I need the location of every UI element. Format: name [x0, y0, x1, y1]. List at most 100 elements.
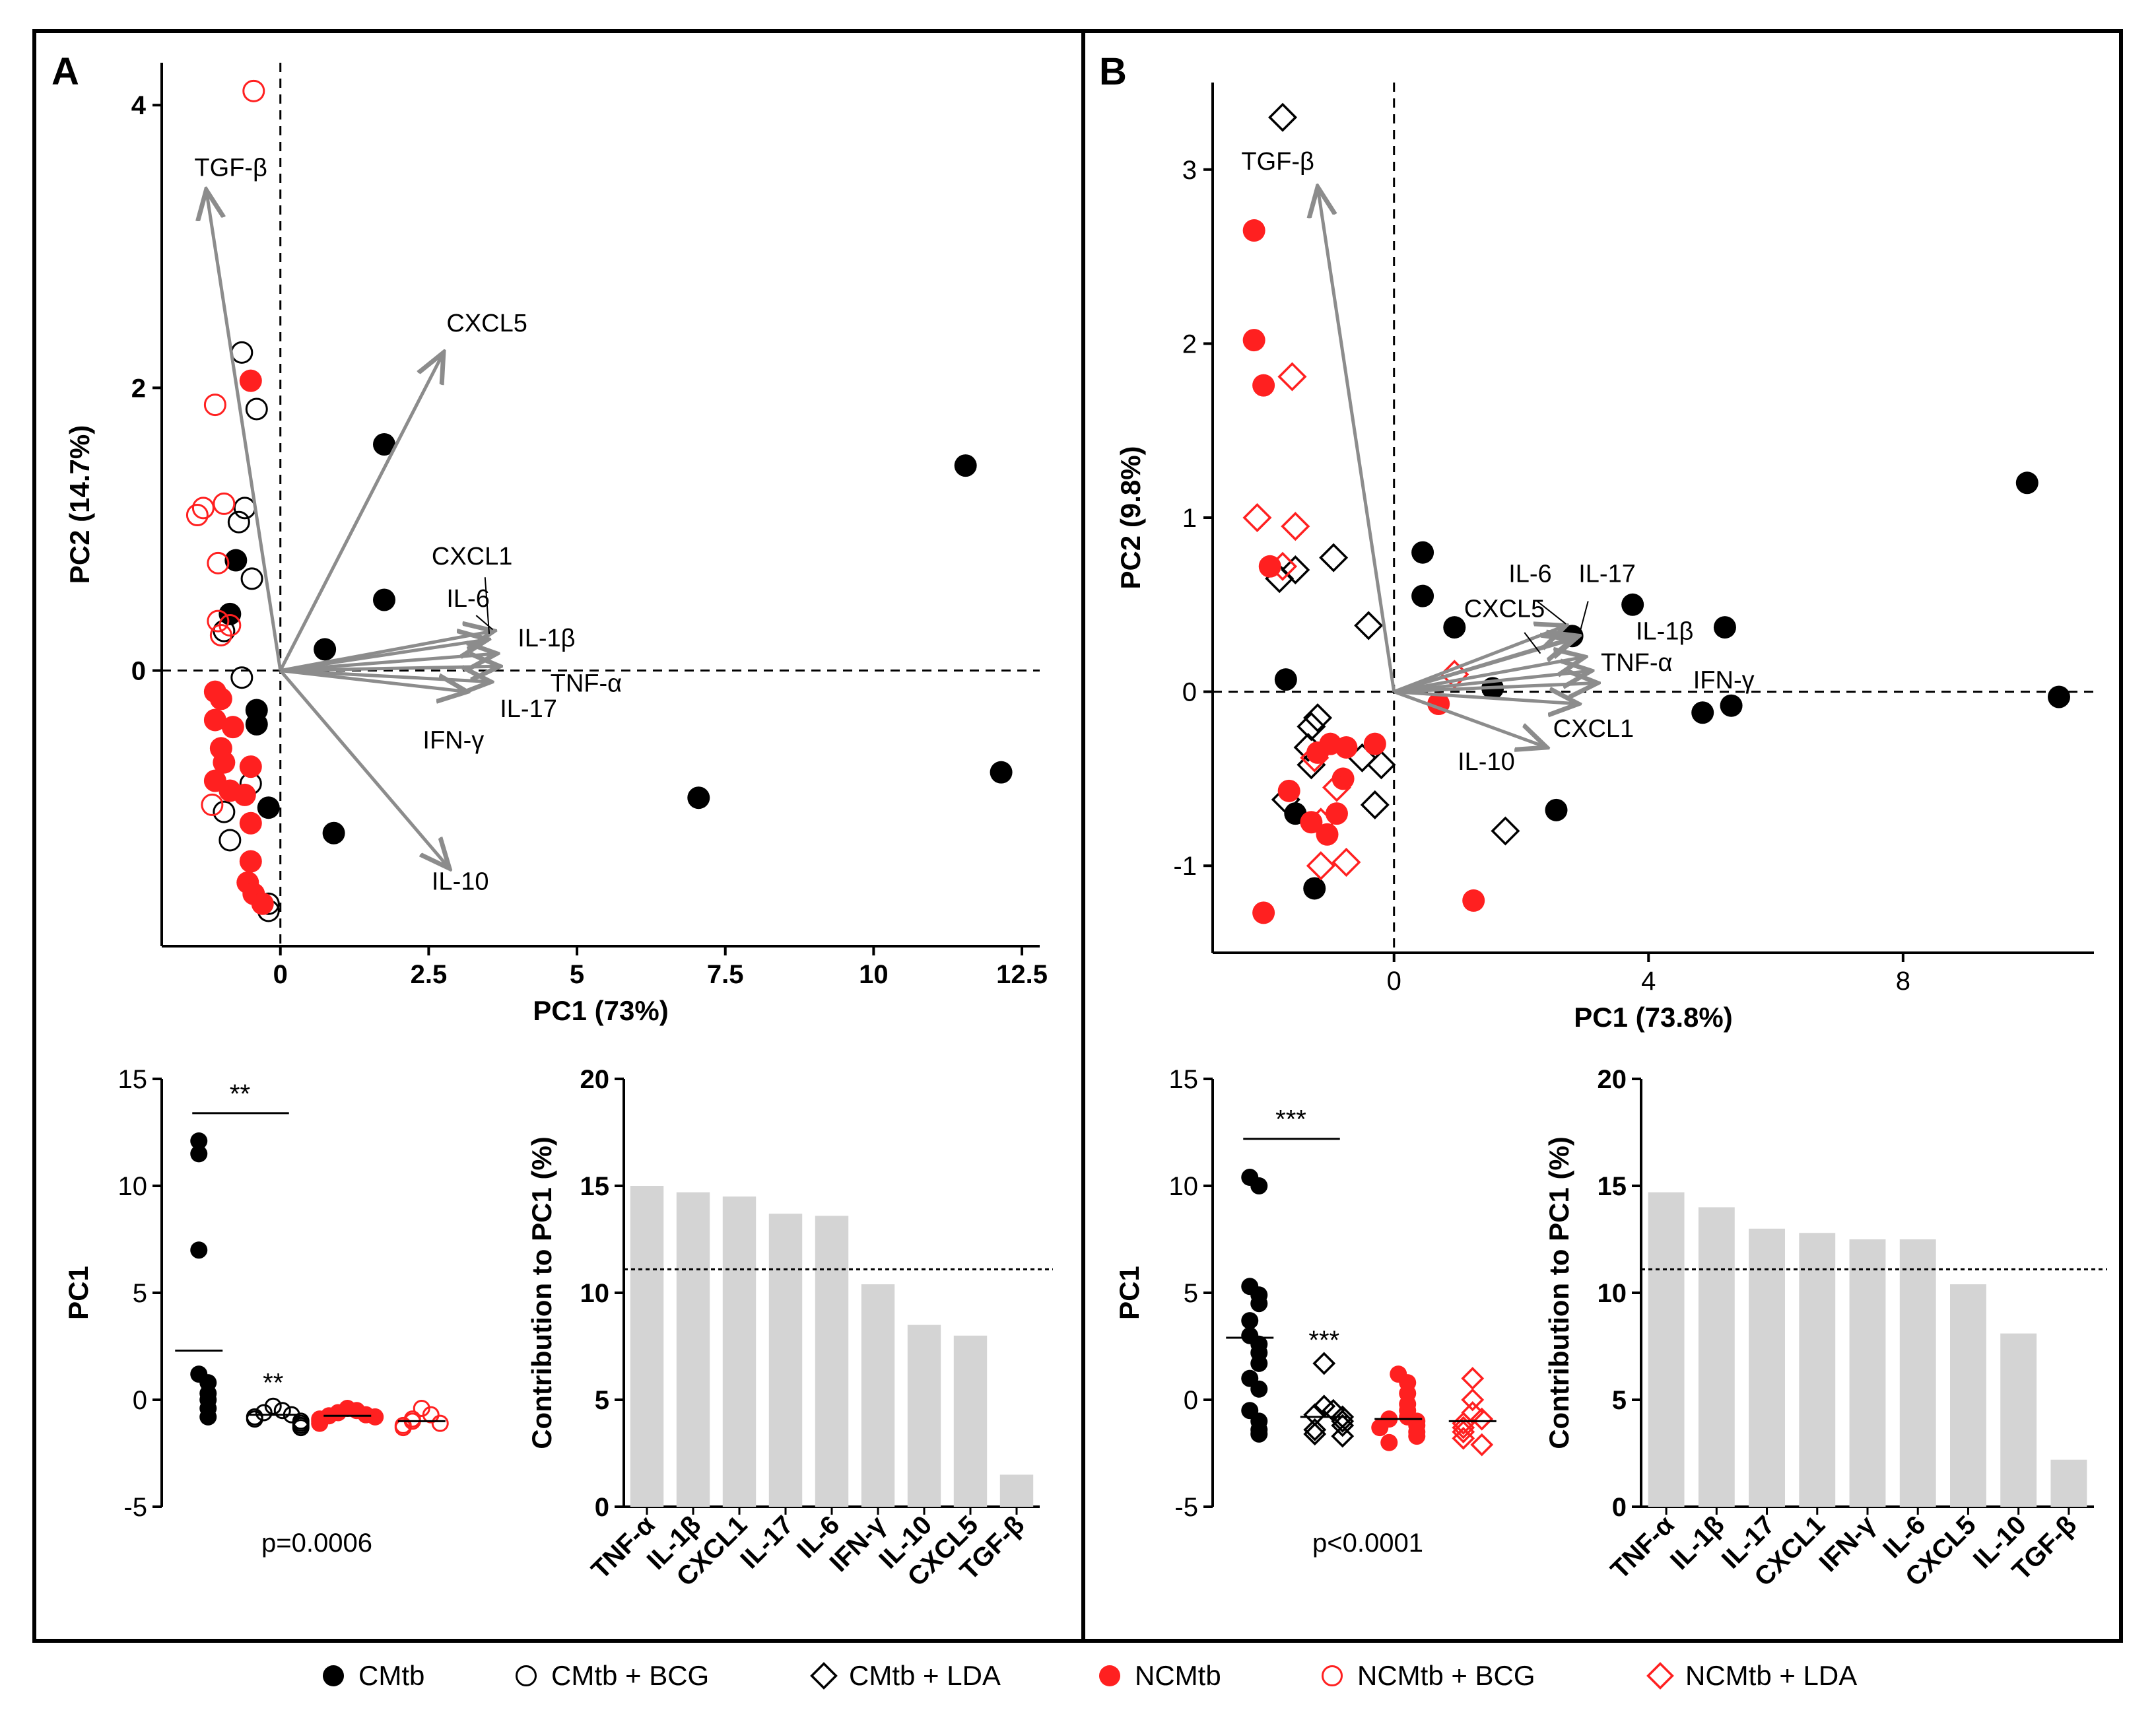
data-point-ncmtb-bcg — [185, 504, 209, 527]
y-tick-label: 1 — [1182, 504, 1197, 533]
y-tick-label: 20 — [580, 1065, 610, 1094]
pc1-point-ncmtb-lda — [1470, 1407, 1494, 1431]
y-tick-label: -5 — [1174, 1493, 1198, 1522]
pc1-point-ncmtb-bcg — [394, 1419, 412, 1437]
y-tick-label: 0 — [595, 1493, 609, 1522]
data-point-cmtb — [257, 796, 280, 819]
data-point-ncmtb-lda — [1281, 512, 1310, 541]
data-point-cmtb-lda — [1297, 712, 1326, 741]
data-point-ncmtb — [1462, 889, 1485, 912]
pc1-point-cmtb — [1250, 1425, 1268, 1443]
x-tick-label: 8 — [1896, 967, 1910, 996]
data-point-cmtb — [1545, 798, 1568, 821]
x-axis-title: PC1 (73.8%) — [1574, 1002, 1732, 1033]
y-axis-title: PC1 — [1114, 1266, 1145, 1320]
pc1-point-cmtb — [1250, 1380, 1268, 1398]
y-axis-title: Contribution to PC1 (%) — [1543, 1136, 1574, 1449]
bar-cxcl1 — [722, 1196, 757, 1507]
bar-il-10 — [907, 1325, 941, 1507]
data-point-cmtb-lda — [1268, 102, 1298, 132]
data-point-ncmtb — [251, 892, 274, 915]
data-point-cmtb — [372, 588, 395, 611]
pc1-point-cmtb — [190, 1241, 208, 1259]
loading-vector-il-17 — [280, 671, 491, 682]
x-tick-label: 7.5 — [707, 960, 744, 989]
loading-vector-il-10 — [1393, 690, 1547, 747]
y-tick-label: 5 — [133, 1279, 147, 1308]
data-point-ncmtb — [1331, 767, 1355, 790]
y-axis-title: PC2 (9.8%) — [1115, 446, 1146, 589]
pc1-point-ncmtb-bcg — [422, 1406, 440, 1424]
vector-label: IL-6 — [1508, 561, 1551, 588]
pc1-point-ncmtb-bcg — [431, 1414, 449, 1432]
pc1-point-cmtb-bcg — [273, 1402, 291, 1420]
pc1-point-cmtb-lda — [1331, 1414, 1355, 1437]
vector-label: TNF-α — [1601, 649, 1673, 677]
pc1-point-cmtb — [1250, 1354, 1268, 1372]
bar-ifn — [861, 1284, 895, 1507]
vector-label: TNF-α — [551, 670, 623, 698]
data-point-cmtb-lda — [1354, 611, 1384, 640]
panel-b-frame — [1081, 29, 2123, 1643]
y-tick-label: 10 — [1598, 1279, 1627, 1308]
vector-label: IL-17 — [500, 695, 557, 723]
x-tick-label: 5 — [570, 960, 584, 989]
data-point-cmtb-bcg — [233, 497, 256, 520]
y-tick-label: 15 — [118, 1065, 148, 1094]
bar-il-6 — [815, 1216, 849, 1507]
y-tick-label: 15 — [1169, 1065, 1199, 1094]
vector-label: IL-10 — [1458, 748, 1515, 776]
label-leader-line — [1524, 632, 1541, 654]
p-value: p<0.0001 — [1312, 1529, 1423, 1558]
pc1-point-cmtb-lda — [1303, 1418, 1327, 1441]
pc1-point-ncmtb-lda — [1461, 1367, 1485, 1391]
vector-label: CXCL1 — [1553, 715, 1634, 743]
legend-label: CMtb + BCG — [551, 1660, 709, 1691]
pc1-point-ncmtb-lda — [1452, 1426, 1475, 1450]
pc1-point-ncmtb — [1371, 1419, 1389, 1437]
category-label: IL-17 — [735, 1510, 799, 1574]
data-point-ncmtb-lda — [1242, 502, 1272, 533]
data-point-cmtb-bcg — [230, 341, 253, 364]
y-tick-label: 2 — [1182, 329, 1197, 359]
data-point-ncmtb-bcg — [201, 793, 224, 816]
category-label: IL-1β — [1665, 1510, 1730, 1575]
x-tick-label: 0 — [273, 960, 288, 989]
data-point-ncmtb — [239, 850, 262, 873]
data-point-ncmtb — [213, 751, 236, 774]
bar-il-6 — [1899, 1239, 1936, 1507]
x-tick-label: 10 — [859, 960, 889, 989]
data-point-ncmtb-bcg — [203, 394, 226, 417]
data-point-ncmtb — [1277, 779, 1300, 802]
panel-b-pc1-scatter: -5 0 5 10 15 PC1 *** *** p<0.0001 — [1114, 1065, 1497, 1558]
x-axis-title: PC1 (73%) — [533, 995, 668, 1026]
vector-label: CXCL1 — [432, 543, 513, 570]
loading-vector-tnf — [1394, 671, 1592, 694]
data-point-ncmtb — [221, 716, 244, 739]
significance-star: *** — [1308, 1326, 1339, 1355]
data-point-cmtb — [1691, 701, 1714, 724]
category-label: IFN-γ — [1814, 1510, 1881, 1577]
x-tick-label: 4 — [1641, 967, 1656, 996]
pc1-point-cmtb — [190, 1145, 208, 1163]
y-axis-title: PC1 — [63, 1266, 94, 1320]
data-point-ncmtb-lda — [1268, 551, 1298, 581]
bar-cxcl1 — [1799, 1233, 1836, 1507]
x-tick-label: 2.5 — [411, 960, 448, 989]
y-tick-label: 0 — [1182, 678, 1197, 707]
y-tick-label: 10 — [1169, 1172, 1199, 1201]
pc1-point-ncmtb — [1408, 1428, 1426, 1445]
data-point-ncmtb — [239, 811, 262, 835]
pc1-point-ncmtb-lda — [1452, 1420, 1475, 1444]
loading-vector-cxcl5 — [1394, 640, 1572, 693]
pc1-point-ncmtb-lda — [1452, 1412, 1475, 1435]
data-point-cmtb — [224, 549, 248, 572]
data-point-ncmtb — [1363, 732, 1386, 755]
data-point-ncmtb — [1252, 374, 1275, 397]
pc1-point-cmtb — [1250, 1295, 1268, 1313]
panel-a-pc1-scatter: -5 0 5 10 15 PC1 ** ** p=0.0006 — [63, 1065, 449, 1558]
y-tick-label: 0 — [131, 657, 146, 686]
data-point-cmtb — [1720, 694, 1743, 717]
